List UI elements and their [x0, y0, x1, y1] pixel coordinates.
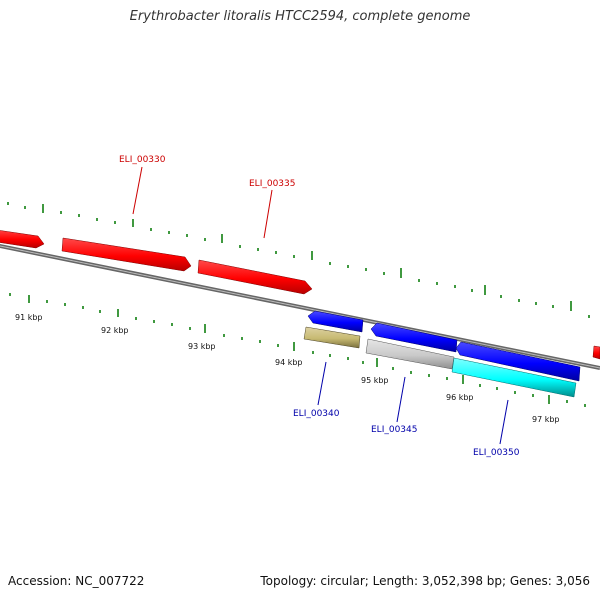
gene-arrow-eli-00345[interactable] [370, 322, 458, 353]
callout-line-eli-00345 [396, 376, 406, 423]
gene-arrow-unlabeled-right[interactable] [592, 345, 600, 360]
scale-labels: 91 kbp 92 kbp 93 kbp 94 kbp 95 kbp 96 kb… [15, 313, 560, 424]
scale-label-92-kbp: 92 kbp [101, 326, 129, 335]
callout-line-eli-00330 [132, 166, 143, 215]
scale-label-97-kbp: 97 kbp [532, 415, 560, 424]
gene-arrow-eli-00330[interactable] [61, 237, 192, 272]
gene-arrow-eli-00350[interactable] [455, 341, 581, 382]
accession-text: Accession: NC_007722 [8, 574, 145, 588]
gene-arrow-unlabeled-left[interactable] [0, 229, 45, 249]
gene-label-eli-00340: ELI_00340 [293, 409, 340, 419]
callout-line-eli-00350 [499, 399, 509, 445]
upper-ticks [7, 202, 590, 318]
genome-backbone-highlight [0, 245, 600, 369]
scale-label-94-kbp: 94 kbp [275, 358, 303, 367]
gene-arrow-eli-00335[interactable] [197, 259, 313, 295]
genome-summary-text: Topology: circular; Length: 3,052,398 bp… [260, 574, 590, 588]
gene-labels: ELI_00330 ELI_00335 ELI_00340 ELI_00345 … [119, 155, 520, 458]
scale-label-91-kbp: 91 kbp [15, 313, 43, 322]
feature-box-eli-00345[interactable] [365, 338, 455, 370]
reverse-gene-track [307, 310, 581, 382]
gene-arrow-eli-00340[interactable] [307, 310, 364, 333]
feature-box-eli-00350[interactable] [451, 357, 577, 398]
gene-label-eli-00330: ELI_00330 [119, 155, 166, 165]
lower-ticks [9, 293, 586, 407]
gene-label-eli-00335: ELI_00335 [249, 179, 296, 189]
callout-line-eli-00340 [317, 361, 327, 406]
scale-label-96-kbp: 96 kbp [446, 393, 474, 402]
feature-track [303, 326, 577, 398]
gene-callouts [132, 166, 509, 445]
gene-label-eli-00345: ELI_00345 [371, 425, 418, 435]
forward-gene-track [0, 229, 600, 360]
feature-box-eli-00340[interactable] [303, 326, 361, 349]
scale-label-93-kbp: 93 kbp [188, 342, 216, 351]
callout-line-eli-00335 [263, 189, 273, 239]
page-title: Erythrobacter litoralis HTCC2594, comple… [129, 9, 471, 24]
scale-label-95-kbp: 95 kbp [361, 376, 389, 385]
gene-label-eli-00350: ELI_00350 [473, 448, 520, 458]
